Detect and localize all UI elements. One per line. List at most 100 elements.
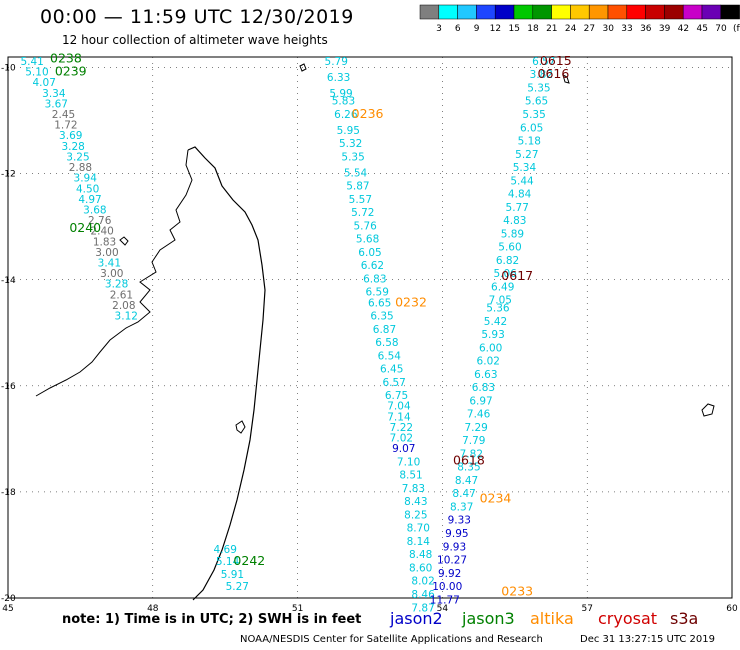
swh-value: 5.76 <box>353 220 377 232</box>
track-id-0234: 0234 <box>480 491 512 506</box>
color-swatch <box>570 4 590 20</box>
color-scale-label: 12 <box>490 24 501 34</box>
swh-value: 5.10 <box>25 67 48 79</box>
color-swatch <box>626 4 646 20</box>
swh-value: 4.69 <box>214 544 237 556</box>
swh-value: 5.32 <box>339 138 362 150</box>
map-subtitle: 12 hour collection of altimeter wave hei… <box>62 33 328 47</box>
swh-value: 5.99 <box>329 88 352 100</box>
swh-value: 4.97 <box>78 194 101 206</box>
small-island <box>701 403 715 417</box>
lon-tick-label: 57 <box>581 604 592 614</box>
color-swatch <box>494 4 515 20</box>
color-scale-label: 30 <box>602 24 614 34</box>
swh-value: 4.50 <box>76 183 99 195</box>
swh-value: 6.02 <box>477 356 500 368</box>
swh-value: 7.14 <box>387 411 411 423</box>
color-swatch <box>588 4 609 20</box>
swh-value: 8.43 <box>404 496 427 508</box>
swh-value: 6.54 <box>378 350 402 362</box>
swh-value: 7.82 <box>460 448 483 460</box>
swh-value: 9.33 <box>448 515 471 527</box>
color-scale-label: 21 <box>546 24 557 34</box>
swh-value: 8.60 <box>409 562 432 574</box>
legend-jason3: jason3 <box>462 609 515 628</box>
swh-value: 3.41 <box>98 258 121 270</box>
swh-value: 2.40 <box>90 226 113 238</box>
swh-value: 5.34 <box>513 162 537 174</box>
swh-value: 4.83 <box>503 215 526 227</box>
swh-value: 7.05 <box>489 295 512 307</box>
color-scale-label: (ft) <box>733 24 740 34</box>
swh-value: 8.25 <box>404 509 427 521</box>
color-scale-label: 39 <box>659 24 671 34</box>
track-id-0236: 0236 <box>352 106 384 121</box>
track-id-0615: 0615 <box>540 53 572 68</box>
map-title: 00:00 — 11:59 UTC 12/30/2019 <box>40 6 354 28</box>
swh-value: 5.87 <box>346 181 369 193</box>
swh-value: 7.02 <box>390 433 413 445</box>
footer-credit: NOAA/NESDIS Center for Satellite Applica… <box>240 634 543 645</box>
color-scale-label: 3 <box>436 24 442 34</box>
color-scale-label: 9 <box>474 24 480 34</box>
track-id-0239: 0239 <box>55 64 87 79</box>
legend-altika: altika <box>530 609 574 628</box>
lat-tick-label: -10 <box>1 64 16 74</box>
swh-value: 7.29 <box>464 422 487 434</box>
color-swatch <box>607 4 628 20</box>
color-swatch <box>438 4 458 20</box>
color-swatch <box>551 4 571 20</box>
color-swatch <box>720 4 740 20</box>
swh-value: 6.05 <box>520 122 543 134</box>
swh-value: 6.33 <box>327 72 350 84</box>
swh-value: 7.10 <box>397 456 420 468</box>
swh-value: 7.22 <box>390 422 413 434</box>
lon-tick-label: 45 <box>2 604 13 614</box>
swh-value: 1.83 <box>93 236 116 248</box>
color-scale-label: 33 <box>621 24 632 34</box>
color-swatch <box>682 4 703 20</box>
color-swatch <box>532 4 552 20</box>
swh-value: 9.93 <box>443 541 466 553</box>
lat-tick-label: -20 <box>1 594 16 604</box>
swh-value: 3.28 <box>105 279 128 291</box>
color-swatch <box>513 4 534 20</box>
swh-value: 5.35 <box>522 109 545 121</box>
swh-value: 3.00 <box>95 247 118 259</box>
swh-value: 8.14 <box>407 536 431 548</box>
swh-value: 7.87 <box>411 602 434 614</box>
swh-value: 10.27 <box>437 555 467 567</box>
swh-value: 5.44 <box>510 175 534 187</box>
map-frame <box>7 56 733 599</box>
madagascar-east-coast-outline <box>187 146 266 601</box>
swh-value: 6.82 <box>496 255 519 267</box>
swh-value: 4.84 <box>508 189 532 201</box>
swh-value: 8.70 <box>407 523 430 535</box>
color-scale-label: 42 <box>678 24 689 34</box>
swh-value: 7.83 <box>402 483 425 495</box>
lat-tick-label: -12 <box>1 170 16 180</box>
swh-value: 7.46 <box>467 409 491 421</box>
madagascar-coastline <box>35 63 715 601</box>
small-island <box>562 74 570 84</box>
color-swatch <box>645 4 665 20</box>
swh-value: 7.04 <box>387 401 411 413</box>
swh-value: 5.42 <box>484 316 507 328</box>
swh-value: 6.45 <box>380 364 403 376</box>
swh-value: 5.06 <box>493 268 517 280</box>
swh-value: 5.35 <box>527 82 550 94</box>
small-island <box>299 63 307 72</box>
swh-value: 5.95 <box>337 125 360 137</box>
swh-value: 6.75 <box>385 390 408 402</box>
color-scale-label: 45 <box>696 24 707 34</box>
swh-value: 5.89 <box>501 228 524 240</box>
footer-note: note: 1) Time is in UTC; 2) SWH is in fe… <box>62 612 362 627</box>
swh-value: 3.00 <box>100 268 123 280</box>
legend-jason2: jason2 <box>390 609 443 628</box>
swh-value: 3.12 <box>115 311 138 323</box>
swh-value: 3.94 <box>74 173 98 185</box>
swh-value: 6.49 <box>491 281 514 293</box>
swh-value: 4.07 <box>33 77 56 89</box>
track-id-0242: 0242 <box>233 553 265 568</box>
